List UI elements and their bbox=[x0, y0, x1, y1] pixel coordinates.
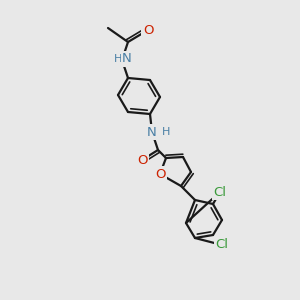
Text: H: H bbox=[114, 54, 122, 64]
Text: O: O bbox=[137, 154, 147, 166]
Text: O: O bbox=[143, 23, 153, 37]
Text: Cl: Cl bbox=[215, 238, 229, 251]
Text: H: H bbox=[162, 127, 170, 137]
Text: N: N bbox=[122, 52, 132, 65]
Text: N: N bbox=[147, 125, 157, 139]
Text: O: O bbox=[155, 167, 165, 181]
Text: Cl: Cl bbox=[214, 185, 226, 199]
